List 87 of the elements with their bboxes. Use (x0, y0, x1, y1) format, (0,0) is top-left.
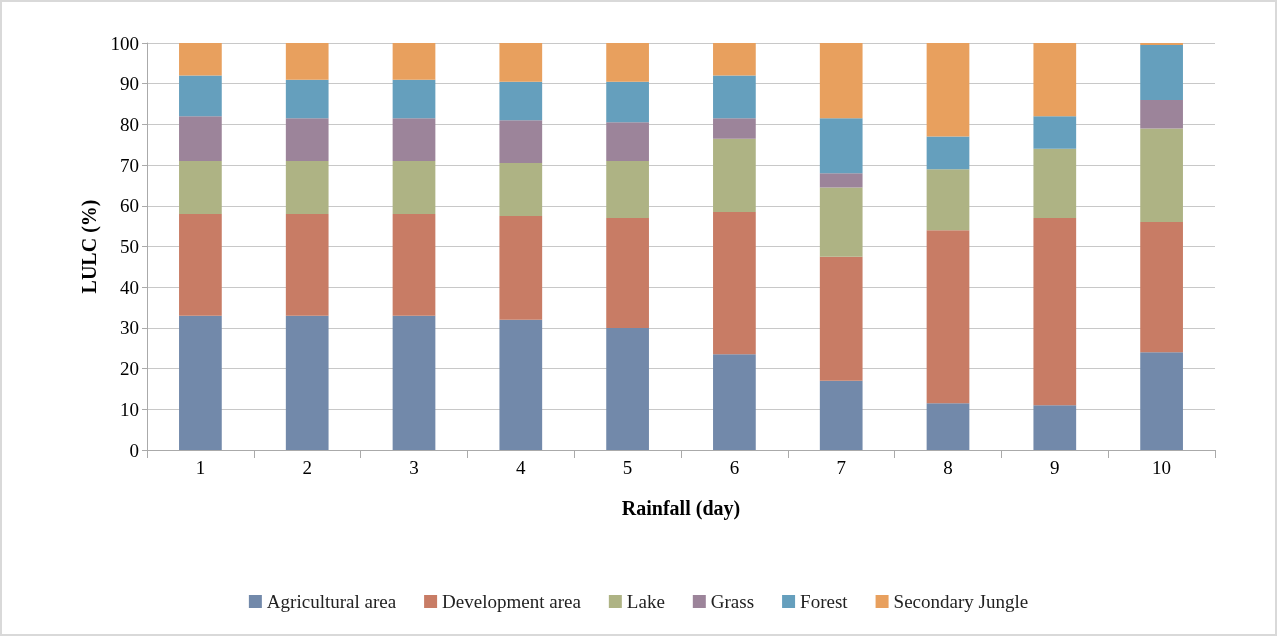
y-tick-label: 40 (120, 276, 139, 298)
x-tick-label: 4 (516, 457, 527, 478)
bar (1140, 222, 1183, 353)
bar (926, 43, 970, 137)
bar (285, 213, 329, 316)
bar (606, 218, 649, 328)
bar (179, 161, 222, 214)
bar (606, 327, 649, 450)
bar (1140, 352, 1183, 450)
bar (392, 213, 436, 316)
y-tick-label: 10 (120, 398, 139, 420)
bar (713, 118, 756, 139)
bar (1033, 218, 1077, 406)
legend-label: Forest (800, 591, 849, 612)
bar (926, 169, 970, 231)
y-tick-label: 70 (120, 154, 139, 176)
bar (285, 118, 329, 162)
bar (392, 315, 436, 450)
bar (713, 43, 756, 76)
bar (499, 43, 543, 82)
y-tick-label: 0 (129, 439, 139, 461)
bar (819, 118, 863, 174)
bar (499, 215, 543, 320)
bar (179, 315, 222, 450)
legend-label: Lake (626, 591, 665, 612)
bar (606, 43, 649, 82)
bar (1140, 43, 1183, 46)
bar (819, 380, 863, 450)
legend-label: Development area (442, 591, 582, 612)
y-tick-label: 60 (120, 195, 139, 217)
x-tick-label: 3 (409, 457, 419, 478)
x-tick-label: 6 (729, 457, 740, 478)
bar (499, 120, 543, 164)
bar (392, 79, 436, 119)
bar (1033, 148, 1077, 219)
bar (606, 122, 649, 162)
legend-label: Agricultural area (266, 591, 397, 612)
bar (179, 75, 222, 117)
y-tick-label: 30 (120, 317, 139, 339)
bar (285, 315, 329, 450)
bar (1140, 45, 1183, 100)
bar (179, 116, 222, 162)
bar (1033, 116, 1077, 149)
bar (285, 161, 329, 214)
bar (606, 81, 649, 123)
bar (499, 163, 543, 216)
bar (1033, 43, 1077, 117)
bar (713, 211, 756, 355)
x-tick-label: 2 (302, 457, 312, 478)
x-tick-label: 8 (943, 457, 953, 478)
x-tick-label: 5 (622, 457, 633, 478)
x-axis-title: Rainfall (day) (621, 497, 741, 520)
bar (926, 136, 970, 170)
bar (499, 81, 543, 121)
bar (713, 75, 756, 119)
bar (819, 187, 863, 257)
bar (1140, 99, 1183, 129)
bar (713, 354, 756, 450)
bar (285, 43, 329, 80)
bar (713, 138, 756, 212)
bar (179, 43, 222, 76)
y-tick-label: 20 (120, 358, 139, 380)
legend-label: Grass (710, 591, 755, 612)
x-tick-label: 9 (1050, 457, 1060, 478)
bar (819, 173, 863, 188)
bar (819, 43, 863, 119)
bar (926, 230, 970, 404)
bar (926, 403, 970, 450)
x-tick-label: 10 (1152, 457, 1172, 478)
y-tick-label: 50 (120, 236, 139, 257)
bar (1140, 128, 1183, 223)
bar (392, 161, 436, 214)
bar (606, 161, 649, 219)
bar (1033, 405, 1077, 450)
legend-label: Secondary Jungle (893, 591, 1029, 612)
y-axis-title: LULC (%) (78, 199, 101, 294)
y-tick-label: 80 (120, 113, 139, 135)
bar (285, 79, 329, 119)
y-tick-label: 90 (120, 73, 139, 95)
x-tick-label: 7 (836, 457, 846, 478)
bar (179, 213, 222, 316)
bar (819, 256, 863, 381)
bar (392, 118, 436, 162)
bar (392, 43, 436, 80)
bar (499, 319, 543, 450)
y-tick-label: 100 (110, 32, 139, 54)
x-tick-label: 1 (195, 457, 206, 478)
